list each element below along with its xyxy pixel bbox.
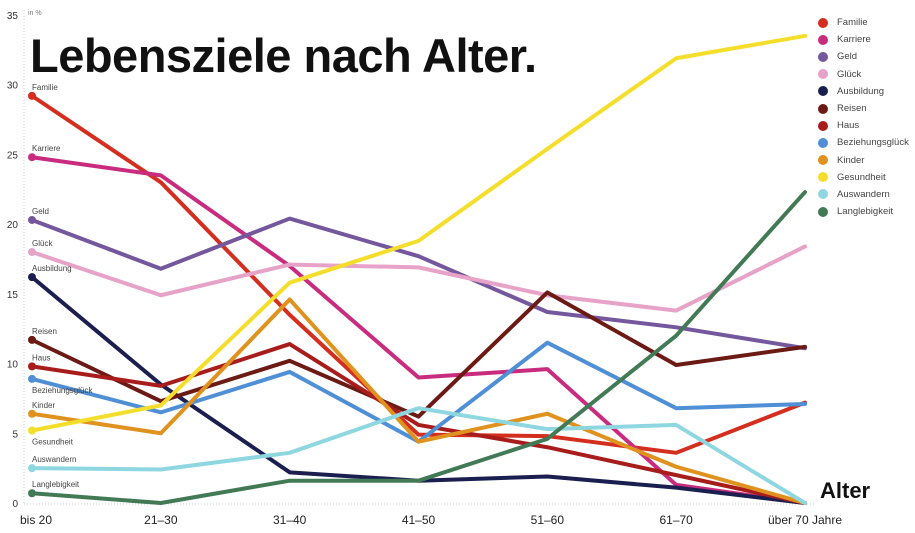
series-start-point xyxy=(28,409,36,418)
series-start-point xyxy=(28,215,36,224)
legend-swatch xyxy=(818,17,828,28)
series-label: Langlebigkeit xyxy=(32,480,80,489)
legend-swatch xyxy=(818,103,828,114)
series-label: Geld xyxy=(32,207,49,216)
legend-swatch xyxy=(818,155,828,166)
legend-label: Kinder xyxy=(837,154,865,166)
series-start-point xyxy=(28,464,36,473)
x-axis-label: Alter xyxy=(820,478,871,503)
series-line-glück xyxy=(30,244,807,313)
legend-item: Haus xyxy=(818,117,909,134)
legend-item: Reisen xyxy=(818,100,909,117)
legend-swatch xyxy=(818,34,828,45)
series-line-gesundheit xyxy=(30,33,807,433)
chart-title: Lebensziele nach Alter. xyxy=(30,29,537,82)
legend-swatch xyxy=(818,206,828,217)
series-line-langlebigkeit xyxy=(30,190,807,505)
series-line-familie xyxy=(30,93,807,455)
legend-label: Ausbildung xyxy=(837,85,885,97)
series-start-point xyxy=(28,489,36,498)
series-start-point xyxy=(28,335,36,344)
legend-swatch xyxy=(818,137,828,148)
legend-label: Geld xyxy=(837,51,858,63)
legend-swatch xyxy=(818,51,828,62)
y-tick-label: 25 xyxy=(7,150,19,161)
x-tick-label: über 70 Jahre xyxy=(768,513,842,527)
x-tick-label: 41–50 xyxy=(402,513,436,527)
y-tick-label: 15 xyxy=(7,290,19,301)
y-tick-label: 0 xyxy=(12,499,18,510)
legend-label: Langlebigkeit xyxy=(837,206,893,218)
series-label: Haus xyxy=(32,353,51,362)
series-line-geld xyxy=(30,216,807,351)
x-tick-label: 51–60 xyxy=(531,513,565,527)
legend-item: Glück xyxy=(818,66,909,83)
series-start-point xyxy=(28,362,36,371)
y-tick-label: 5 xyxy=(12,429,18,440)
series-start-point xyxy=(28,153,36,162)
legend: Familie Karriere Geld Glück Ausbildung Reisen… xyxy=(818,14,909,220)
series-start-point xyxy=(28,374,36,383)
legend-label: Beziehungsglück xyxy=(837,137,909,149)
series-label: Reisen xyxy=(32,327,57,336)
legend-item: Beziehungsglück xyxy=(818,134,909,151)
legend-swatch xyxy=(818,120,828,131)
legend-item: Ausbildung xyxy=(818,83,909,100)
series-label: Karriere xyxy=(32,144,61,153)
legend-item: Auswandern xyxy=(818,186,909,203)
y-axis-unit: in % xyxy=(28,10,42,17)
legend-item: Langlebigkeit xyxy=(818,203,909,220)
legend-swatch xyxy=(818,69,828,80)
series-line-reisen xyxy=(30,290,807,419)
legend-label: Gesundheit xyxy=(837,171,886,183)
legend-swatch xyxy=(818,189,828,200)
legend-item: Karriere xyxy=(818,31,909,48)
y-tick-label: 35 xyxy=(7,11,19,22)
x-tick-label: 31–40 xyxy=(273,513,307,527)
legend-swatch xyxy=(818,86,828,97)
series-line-karriere xyxy=(30,155,807,505)
series-label: Familie xyxy=(32,83,58,92)
y-tick-label: 30 xyxy=(7,81,19,92)
series-label: Ausbildung xyxy=(32,264,72,273)
legend-label: Auswandern xyxy=(837,188,890,200)
legend-item: Kinder xyxy=(818,152,909,169)
series-start-point xyxy=(28,91,36,100)
x-tick-label: 61–70 xyxy=(659,513,693,527)
legend-item: Familie xyxy=(818,14,909,31)
series-line-haus xyxy=(30,342,807,505)
series-line-auswandern xyxy=(30,406,807,505)
series-start-point xyxy=(28,273,36,282)
legend-swatch xyxy=(818,172,828,183)
y-tick-label: 10 xyxy=(7,360,19,371)
legend-label: Familie xyxy=(837,17,868,29)
series-start-point xyxy=(28,426,36,435)
legend-item: Geld xyxy=(818,48,909,65)
legend-label: Reisen xyxy=(837,103,867,115)
x-tick-label: 21–30 xyxy=(144,513,178,527)
legend-label: Karriere xyxy=(837,34,871,46)
series-label: Kinder xyxy=(32,401,55,410)
series-label: Beziehungsglück xyxy=(32,386,93,395)
series-label: Gesundheit xyxy=(32,437,74,446)
series-line-kinder xyxy=(30,297,807,505)
series-label: Glück xyxy=(32,239,53,248)
legend-label: Haus xyxy=(837,120,860,132)
legend-label: Glück xyxy=(837,68,862,80)
y-tick-label: 20 xyxy=(7,220,19,231)
x-tick-label: bis 20 xyxy=(20,513,52,527)
legend-item: Gesundheit xyxy=(818,169,909,186)
series-start-point xyxy=(28,248,36,257)
series-label: Auswandern xyxy=(32,455,76,464)
